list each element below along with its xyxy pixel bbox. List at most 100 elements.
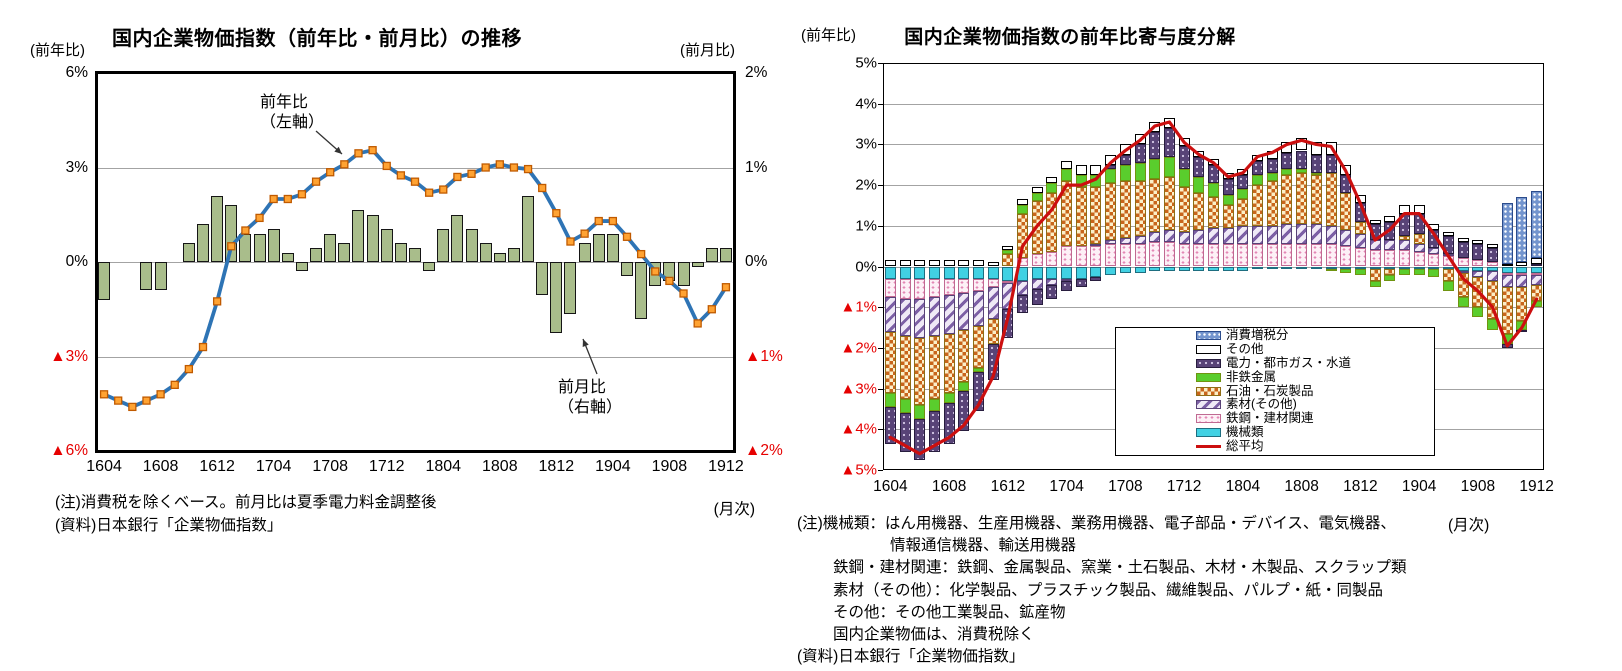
stack-segment-machinery bbox=[1208, 266, 1219, 271]
left-chart-title: 国内企業物価指数（前年比・前月比）の推移 bbox=[112, 28, 522, 50]
mom-bar bbox=[366, 214, 379, 262]
stack-segment-oil bbox=[1105, 183, 1117, 241]
mom-bar bbox=[409, 247, 421, 262]
legend-item-other: その他 bbox=[1116, 343, 1434, 357]
stack-segment-machinery bbox=[1061, 266, 1073, 279]
legend-swatch-oil bbox=[1196, 386, 1221, 396]
stack-segment-materials bbox=[928, 297, 940, 336]
stack-segment-machinery bbox=[1516, 266, 1528, 273]
stack-segment-power bbox=[1178, 146, 1190, 169]
stack-segment-nonferrous bbox=[1105, 168, 1117, 184]
legend-line-swatch bbox=[1196, 444, 1221, 448]
right-chart-gridline bbox=[883, 103, 1544, 105]
legend-label: 鉄鋼・建材関連 bbox=[1226, 411, 1314, 426]
stack-segment-steel bbox=[1457, 258, 1469, 267]
legend-item-oil: 石油・石炭製品 bbox=[1116, 384, 1434, 398]
legend-label: 総平均 bbox=[1226, 438, 1264, 453]
stack-segment-other bbox=[1031, 187, 1043, 194]
legend-item-nonferrous: 非鉄金属 bbox=[1116, 370, 1434, 384]
left-chart-x-tick-label: 1608 bbox=[142, 458, 179, 475]
mom-bar bbox=[465, 228, 478, 262]
stack-segment-other bbox=[884, 260, 896, 267]
stack-segment-nonferrous bbox=[1163, 156, 1175, 177]
yoy-marker bbox=[142, 396, 151, 405]
right-chart-x-tick-label: 1912 bbox=[1519, 478, 1554, 495]
right-chart-y-tick-label: 4% bbox=[855, 95, 877, 113]
stack-segment-nonferrous bbox=[1031, 193, 1043, 202]
mom-bar bbox=[140, 262, 153, 291]
left-axis-tick-label: ▲3% bbox=[50, 347, 88, 365]
yoy-marker bbox=[523, 164, 533, 174]
stack-segment-materials bbox=[1340, 229, 1352, 247]
mom-bar bbox=[451, 214, 464, 262]
yoy-marker bbox=[283, 194, 292, 204]
stack-segment-nonferrous bbox=[1310, 172, 1322, 175]
stack-segment-steel bbox=[987, 278, 999, 287]
stack-segment-machinery bbox=[1428, 266, 1440, 269]
stack-segment-oil bbox=[958, 329, 970, 383]
stack-segment-nonferrous bbox=[1354, 268, 1366, 275]
stack-segment-tax bbox=[1501, 203, 1513, 265]
stack-segment-machinery bbox=[958, 266, 970, 279]
stack-segment-nonferrous bbox=[1296, 168, 1308, 173]
stack-segment-other bbox=[987, 262, 999, 267]
legend-swatch-tax bbox=[1196, 331, 1221, 341]
stack-segment-nonferrous bbox=[1193, 176, 1205, 194]
stack-segment-oil bbox=[1398, 235, 1410, 241]
left-chart-x-tick-label: 1912 bbox=[708, 458, 744, 475]
stack-segment-other bbox=[943, 260, 955, 267]
left-axis-tick-label: ▲6% bbox=[50, 442, 88, 459]
stack-segment-nonferrous bbox=[928, 398, 940, 411]
stack-segment-power bbox=[1487, 248, 1499, 263]
stack-segment-steel bbox=[1163, 242, 1175, 267]
right-chart-title: 国内企業物価指数の前年比寄与度分解 bbox=[904, 27, 1236, 48]
legend-label: 消費増税分 bbox=[1226, 328, 1289, 343]
stack-segment-nonferrous bbox=[1457, 297, 1469, 308]
stack-segment-oil bbox=[1369, 268, 1381, 281]
note-line: (資料)日本銀行「企業物価指数」 bbox=[55, 517, 283, 534]
stack-segment-power bbox=[1193, 156, 1205, 177]
stack-segment-nonferrous bbox=[1325, 268, 1337, 271]
left-chart-left-axis-unit: (前年比) bbox=[30, 42, 85, 59]
stack-segment-materials bbox=[1105, 240, 1117, 245]
mom-bar bbox=[338, 243, 351, 262]
stack-segment-steel bbox=[1193, 244, 1205, 267]
stack-segment-materials bbox=[914, 299, 926, 338]
stack-segment-machinery bbox=[1398, 266, 1410, 269]
yoy-marker bbox=[538, 183, 547, 193]
stack-segment-oil bbox=[1252, 185, 1264, 226]
stack-segment-steel bbox=[1178, 244, 1190, 267]
stack-segment-materials bbox=[1310, 223, 1322, 245]
stack-segment-machinery bbox=[1472, 266, 1484, 271]
stack-segment-steel bbox=[1208, 244, 1219, 267]
yoy-marker bbox=[297, 190, 307, 199]
stack-segment-power bbox=[899, 413, 911, 452]
yoy-marker bbox=[410, 177, 420, 186]
stack-segment-steel bbox=[1046, 252, 1058, 267]
yoy-marker bbox=[340, 160, 349, 169]
stack-segment-other bbox=[1501, 264, 1513, 267]
stack-segment-materials bbox=[1017, 280, 1029, 295]
legend-label: その他 bbox=[1226, 342, 1264, 357]
stack-segment-materials bbox=[1178, 231, 1190, 245]
stack-segment-oil bbox=[1163, 176, 1175, 230]
legend-swatch-power bbox=[1196, 358, 1221, 368]
legend-item-steel: 鉄鋼・建材関連 bbox=[1116, 412, 1434, 426]
stack-segment-power bbox=[1472, 244, 1484, 261]
yoy-marker bbox=[326, 168, 335, 177]
left-chart-x-tick-label: 1708 bbox=[312, 458, 348, 475]
stack-segment-oil bbox=[1237, 199, 1249, 226]
annotation-arrowhead bbox=[334, 146, 342, 154]
yoy-marker bbox=[114, 396, 123, 405]
stack-segment-materials bbox=[1119, 238, 1131, 245]
stack-segment-power bbox=[958, 390, 970, 432]
stack-segment-oil bbox=[1149, 178, 1161, 232]
stack-segment-nonferrous bbox=[1237, 189, 1249, 200]
stack-segment-other bbox=[1516, 262, 1528, 267]
left-chart-x-tick-label: 1612 bbox=[199, 458, 235, 475]
mom-bar bbox=[592, 233, 605, 262]
stack-segment-materials bbox=[1516, 274, 1528, 287]
right-chart-frequency-label: (月次) bbox=[1448, 517, 1490, 534]
stack-segment-steel bbox=[1516, 272, 1528, 275]
